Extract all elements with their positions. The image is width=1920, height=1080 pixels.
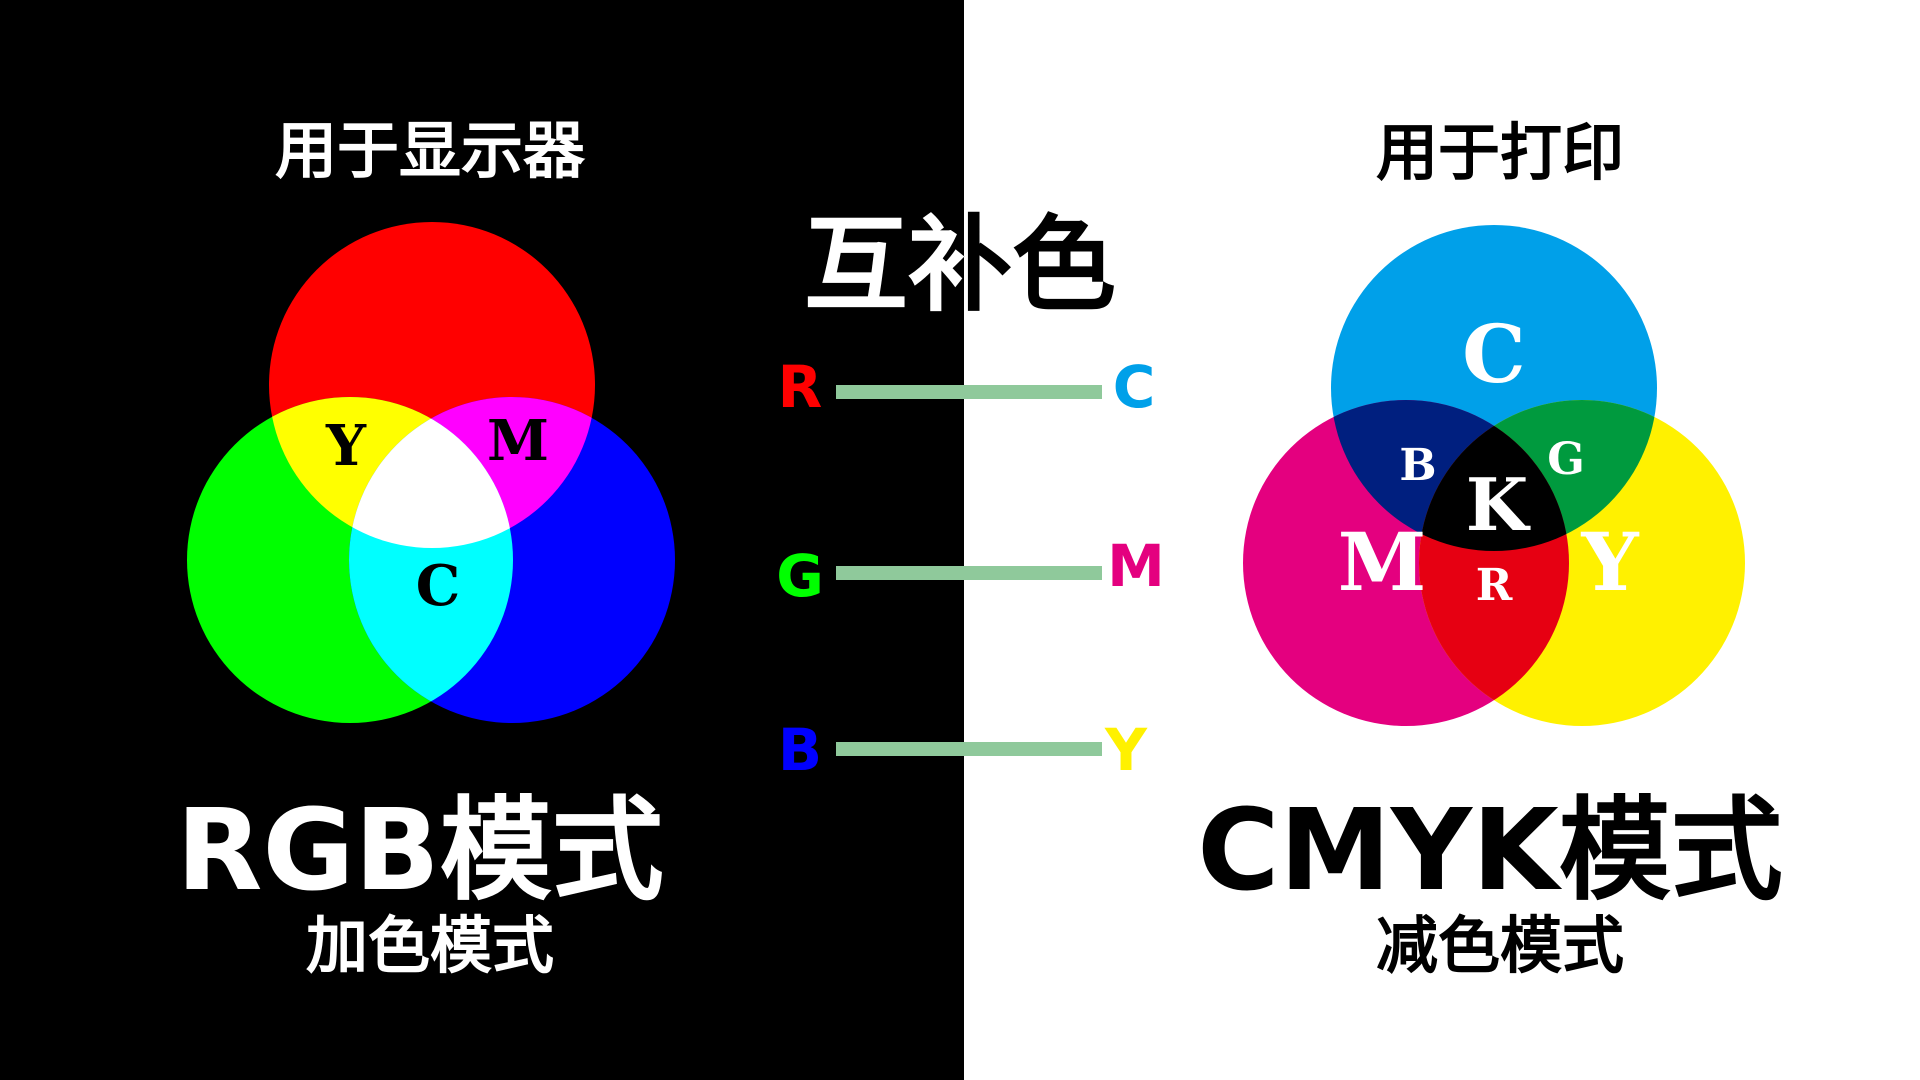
rgb-mode-title: RGB模式 xyxy=(176,786,664,916)
pair-connector-b-y xyxy=(836,742,1102,756)
pair-r-c: R C xyxy=(778,353,1156,421)
pair-g-m: G M xyxy=(776,532,1165,610)
cmyk-black-label: K xyxy=(1466,462,1531,547)
rgb-venn-diagram: Y M C xyxy=(187,222,675,723)
rgb-yellow-label: Y xyxy=(325,413,367,479)
pair-left-b: B xyxy=(778,716,822,784)
cmyk-magenta-label: M xyxy=(1338,515,1427,609)
pair-left-r: R xyxy=(778,353,823,421)
complementary-colors-title: 互补色 互补色 xyxy=(760,205,1160,325)
pair-left-g: G xyxy=(776,542,824,610)
pair-b-y: B Y xyxy=(778,716,1148,784)
print-usage-label: 用于打印 xyxy=(1375,116,1624,189)
cmyk-green-label: G xyxy=(1547,434,1585,485)
complementary-colors-title-light: 互补色 xyxy=(803,204,1116,326)
complementary-pairs: R C G M B Y xyxy=(776,353,1165,784)
pair-connector-g-m xyxy=(836,566,1102,580)
display-usage-label: 用于显示器 xyxy=(274,114,585,187)
pair-right-m: M xyxy=(1107,532,1165,600)
pair-right-c: C xyxy=(1113,353,1156,421)
cmyk-cyan-label: C xyxy=(1462,307,1526,401)
cmyk-red-label: R xyxy=(1476,560,1513,611)
pair-connector-r-c xyxy=(836,385,1102,399)
pair-right-y: Y xyxy=(1104,716,1148,784)
additive-mode-subtitle: 加色模式 xyxy=(305,909,554,982)
cmyk-blue-label: B xyxy=(1399,440,1436,491)
cmyk-mode-title: CMYK模式 xyxy=(1197,786,1783,916)
rgb-magenta-label: M xyxy=(487,408,549,474)
cmyk-yellow-label: Y xyxy=(1580,515,1639,609)
rgb-cyan-label: C xyxy=(416,553,461,619)
complementary-colors-title-dark: 互补色 xyxy=(803,204,1116,326)
subtractive-mode-subtitle: 减色模式 xyxy=(1375,909,1624,982)
cmyk-venn-diagram: C M Y B G R K xyxy=(1243,225,1745,726)
